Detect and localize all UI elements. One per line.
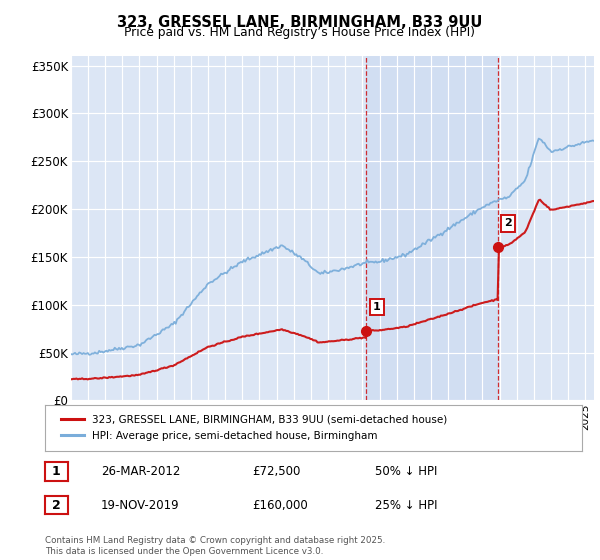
Text: 2: 2	[504, 218, 512, 228]
Text: 50% ↓ HPI: 50% ↓ HPI	[375, 465, 437, 478]
Text: 323, GRESSEL LANE, BIRMINGHAM, B33 9UU: 323, GRESSEL LANE, BIRMINGHAM, B33 9UU	[118, 15, 482, 30]
Legend: 323, GRESSEL LANE, BIRMINGHAM, B33 9UU (semi-detached house), HPI: Average price: 323, GRESSEL LANE, BIRMINGHAM, B33 9UU (…	[56, 409, 452, 446]
Text: £160,000: £160,000	[252, 498, 308, 512]
Text: Price paid vs. HM Land Registry’s House Price Index (HPI): Price paid vs. HM Land Registry’s House …	[125, 26, 476, 39]
Text: 1: 1	[373, 302, 380, 312]
Text: 25% ↓ HPI: 25% ↓ HPI	[375, 498, 437, 512]
Text: 2: 2	[52, 498, 61, 512]
Text: 19-NOV-2019: 19-NOV-2019	[101, 498, 179, 512]
Text: 1: 1	[52, 465, 61, 478]
Text: Contains HM Land Registry data © Crown copyright and database right 2025.
This d: Contains HM Land Registry data © Crown c…	[45, 536, 385, 556]
Text: 26-MAR-2012: 26-MAR-2012	[101, 465, 180, 478]
Bar	[367, 56, 498, 400]
Text: £72,500: £72,500	[252, 465, 301, 478]
